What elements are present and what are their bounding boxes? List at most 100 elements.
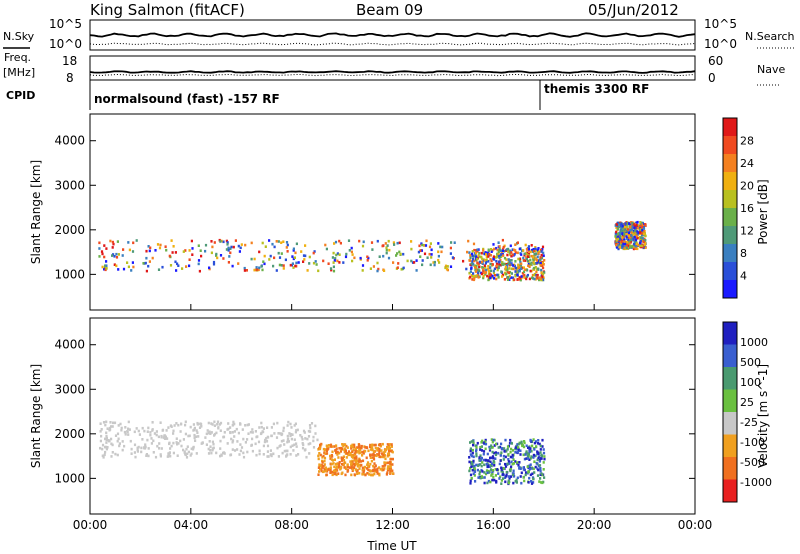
scatter-cell xyxy=(536,277,539,280)
scatter-cell xyxy=(539,261,542,265)
scatter-cell xyxy=(478,459,481,462)
scatter-cell xyxy=(123,444,126,448)
scatter-cell xyxy=(398,250,401,254)
scatter-cell xyxy=(533,249,536,253)
scatter-cell xyxy=(511,276,515,280)
scatter-cell xyxy=(500,251,503,255)
scatter-cell xyxy=(126,430,129,433)
scatter-cell xyxy=(105,447,108,451)
scatter-cell xyxy=(386,471,389,474)
scatter-cell xyxy=(531,467,534,470)
scatter-cell xyxy=(514,274,517,278)
colorbar-swatch xyxy=(723,412,737,435)
scatter-cell xyxy=(621,229,624,233)
scatter-cell xyxy=(319,464,322,468)
scatter-cell xyxy=(522,270,526,274)
scatter-cell xyxy=(526,454,529,458)
scatter-cell xyxy=(484,271,488,274)
scatter-cell xyxy=(168,451,171,454)
scatter-cell xyxy=(105,434,108,438)
scatter-cell xyxy=(538,460,541,463)
scatter-cell xyxy=(491,263,494,266)
scatter-cell xyxy=(514,480,517,483)
scatter-cell xyxy=(529,269,532,273)
scatter-cell xyxy=(107,439,110,442)
scatter-cell xyxy=(207,452,211,455)
scatter-cell xyxy=(526,457,529,460)
scatter-cell xyxy=(362,470,365,473)
scatter-cell xyxy=(393,243,396,246)
scatter-cell xyxy=(488,447,492,450)
scatter-cell xyxy=(172,441,175,445)
scatter-cell xyxy=(355,459,358,462)
scatter-cell xyxy=(371,448,374,452)
scatter-cell xyxy=(366,463,369,466)
scatter-cell xyxy=(117,253,120,256)
scatter-cell xyxy=(413,261,416,264)
scatter-cell xyxy=(636,227,639,230)
scatter-cell xyxy=(497,266,500,270)
scatter-cell xyxy=(528,476,531,480)
scatter-cell xyxy=(503,449,506,453)
scatter-cell xyxy=(621,244,624,248)
scatter-cell xyxy=(345,456,348,459)
scatter-cell xyxy=(390,457,393,461)
scatter-cell xyxy=(317,466,320,469)
scatter-cell xyxy=(517,442,520,446)
nsky-series xyxy=(89,32,696,38)
scatter-cell xyxy=(335,451,338,454)
scatter-cell xyxy=(289,263,292,267)
scatter-cell xyxy=(270,454,273,458)
scatter-cell xyxy=(500,468,503,471)
scatter-cell xyxy=(525,257,528,261)
scatter-cell xyxy=(469,256,472,259)
scatter-cell xyxy=(632,222,635,226)
scatter-cell xyxy=(629,245,632,249)
scatter-cell xyxy=(477,271,480,274)
scatter-cell xyxy=(509,455,512,459)
scatter-cell xyxy=(170,239,173,242)
scatter-cell xyxy=(469,441,472,444)
scatter-cell xyxy=(226,243,229,246)
scatter-cell xyxy=(534,247,537,251)
scatter-cell xyxy=(327,468,330,471)
scatter-cell xyxy=(469,453,472,456)
colorbar-swatch xyxy=(723,136,737,154)
scatter-cell xyxy=(104,423,107,427)
scatter-cell xyxy=(323,448,326,452)
scatter-cell xyxy=(387,256,391,260)
scatter-cell xyxy=(361,459,365,463)
freq-panel xyxy=(89,55,696,81)
scatter-cell xyxy=(524,453,527,456)
scatter-cell xyxy=(512,458,515,461)
scatter-cell xyxy=(371,473,374,477)
scatter-cell xyxy=(634,238,638,242)
y-tick-label: 3000 xyxy=(54,178,85,192)
scatter-cell xyxy=(371,443,374,447)
scatter-cell xyxy=(498,262,501,266)
scatter-cell xyxy=(486,481,489,485)
scatter-cell xyxy=(495,264,499,268)
scatter-cell xyxy=(120,426,123,430)
scatter-cell xyxy=(344,449,347,452)
scatter-cell xyxy=(535,257,538,260)
scatter-cell xyxy=(626,230,629,234)
scatter-cell xyxy=(220,453,223,457)
scatter-cell xyxy=(146,438,149,442)
scatter-cell xyxy=(472,459,475,463)
scatter-cell xyxy=(367,468,370,471)
scatter-cell xyxy=(169,447,172,450)
scatter-cell xyxy=(239,449,242,453)
scatter-cell xyxy=(514,260,517,263)
scatter-cell xyxy=(500,451,503,454)
scatter-cell xyxy=(529,457,532,460)
scatter-cell xyxy=(474,444,477,447)
scatter-cell xyxy=(100,250,104,253)
scatter-cell xyxy=(176,454,179,457)
scatter-cell xyxy=(484,440,487,443)
scatter-cell xyxy=(346,470,349,473)
scatter-cell xyxy=(102,421,106,424)
scatter-cell xyxy=(276,446,279,450)
scatter-cell xyxy=(625,235,628,238)
scatter-cell xyxy=(329,468,332,472)
